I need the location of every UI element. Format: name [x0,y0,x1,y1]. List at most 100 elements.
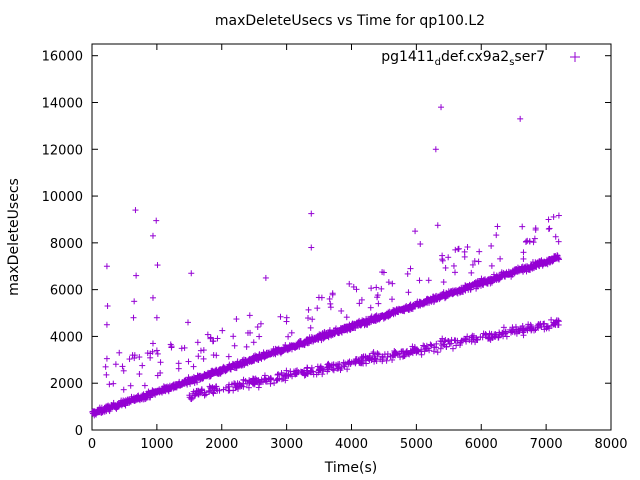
data-point [500,329,507,336]
data-point [127,382,134,389]
data-point [397,354,404,361]
x-tick-label: 0 [88,437,96,452]
data-point [277,313,284,320]
y-tick-label: 12000 [42,143,83,158]
data-point [530,239,537,246]
data-point [314,363,321,370]
data-point [447,340,454,347]
data-point [408,349,415,356]
data-point [103,321,110,328]
legend-label-part: def.cx9a2 [441,49,509,65]
data-point [271,380,278,387]
data-point [344,366,351,373]
data-point [493,332,500,339]
data-point [326,295,333,302]
data-point [511,329,518,336]
data-point [369,350,376,357]
data-point [213,352,220,359]
data-point [214,335,221,342]
data-point [287,368,294,375]
data-point [314,305,321,312]
data-point [185,319,192,326]
data-point [548,316,555,323]
chart-title: maxDeleteUsecs vs Time for qp100.L2 [215,13,485,29]
data-point [103,371,110,378]
data-point [352,358,359,365]
data-point [250,376,257,383]
data-point [236,381,243,388]
data-point [147,354,154,361]
data-point [308,244,315,251]
data-point [149,294,156,301]
data-point [225,353,232,360]
data-point [338,365,345,372]
data-point [346,280,353,287]
data-point [315,294,322,301]
data-point [136,354,143,361]
data-point [131,352,138,359]
data-point [441,341,448,348]
legend-marker [570,52,580,62]
data-point [310,371,317,378]
data-point [461,248,468,255]
data-point [531,235,538,242]
data-point [423,342,430,349]
data-point [120,386,127,393]
data-point [231,342,238,349]
data-point [320,366,327,373]
data-point [149,232,156,239]
data-point [534,322,541,329]
legend-label-part: pg1411 [381,49,434,65]
data-point [373,284,380,291]
data-point [389,356,396,363]
data-point [434,349,441,356]
data-point [434,222,441,229]
data-point [545,226,552,233]
data-point [126,356,133,363]
data-point [191,392,198,399]
data-point [439,257,446,264]
data-point [497,255,504,262]
data-point [206,388,213,395]
data-point [305,306,312,313]
data-point [520,255,527,262]
data-point [412,228,419,235]
data-point [555,321,562,328]
data-point [476,248,483,255]
data-point [197,347,204,354]
y-tick-label: 14000 [42,96,83,111]
data-point [104,303,111,310]
data-point [400,352,407,359]
data-point [522,326,529,333]
data-point [554,252,561,259]
data-point [230,333,237,340]
data-point [532,225,539,232]
data-point [319,371,326,378]
y-tick-label: 16000 [42,50,83,65]
data-point [122,402,129,409]
data-point [283,372,290,379]
y-tick-label: 6000 [50,284,83,299]
data-point [119,363,126,370]
data-point [437,345,444,352]
data-point [432,146,439,153]
data-point [190,363,197,370]
data-point [450,262,457,269]
data-point [246,378,253,385]
y-tick-label: 0 [75,424,83,439]
data-point [520,249,527,256]
data-point [440,289,447,296]
data-point [219,327,226,334]
data-point [555,212,562,219]
data-point [343,314,350,321]
data-point [103,263,110,270]
legend-label: pg1411ddef.cx9a2sser7 [381,49,545,68]
legend: pg1411ddef.cx9a2sser7 [381,49,580,68]
data-point [540,321,547,328]
data-point [149,340,156,347]
data-point [452,269,459,276]
data-point [242,377,249,384]
data-point [409,343,416,350]
data-point [340,359,347,366]
